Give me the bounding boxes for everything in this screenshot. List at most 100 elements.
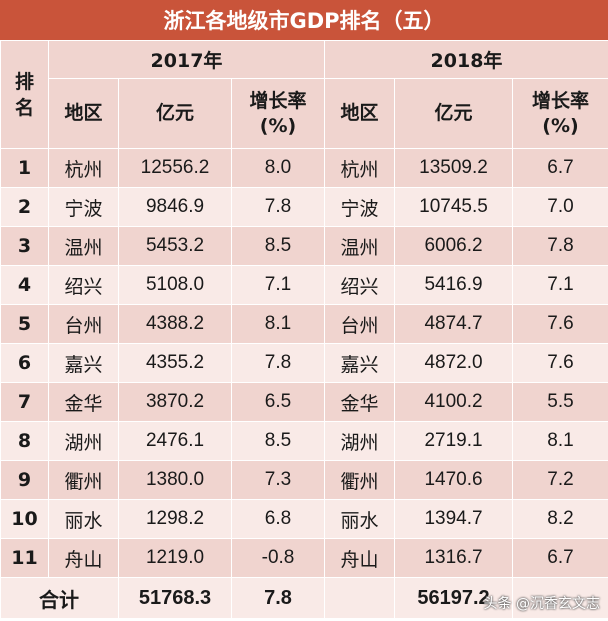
city-2017-cell: 绍兴: [48, 265, 119, 305]
gdp-table: 排 名 2017年 2018年 地区 亿元 增长率 (%) 地区 亿元 增长率 (%…: [0, 40, 608, 619]
city-2017-cell: 宁波: [48, 187, 119, 227]
growth-2018-cell: 7.8: [512, 226, 608, 266]
city-2018-cell: 丽水: [324, 499, 395, 539]
growth-2017-cell: 8.5: [231, 226, 325, 266]
city-2018-cell: 嘉兴: [324, 343, 395, 383]
rank-cell: 3: [0, 226, 49, 266]
rank-cell: 10: [0, 499, 49, 539]
rank-cell: 2: [0, 187, 49, 227]
growth-2018-cell: 7.6: [512, 304, 608, 344]
city-2018-cell: 绍兴: [324, 265, 395, 305]
table-row: 4 绍兴 5108.0 7.1 绍兴 5416.9 7.1: [0, 265, 608, 305]
gdp-2017-cell: 5453.2: [118, 226, 232, 266]
city-2017-cell: 衢州: [48, 460, 119, 500]
gdp-2017-cell: 4355.2: [118, 343, 232, 383]
gdp-2018-cell: 1316.7: [394, 538, 513, 578]
growth-2017-cell: 8.0: [231, 148, 325, 188]
city-2018-cell: 舟山: [324, 538, 395, 578]
city-2018-cell: 金华: [324, 382, 395, 422]
watermark: 头条 @沉香玄文志: [483, 596, 600, 612]
gdp-2017-cell: 5108.0: [118, 265, 232, 305]
growth-2017-cell: 7.1: [231, 265, 325, 305]
growth-2018-cell: 5.5: [512, 382, 608, 422]
growth-2018-cell: 7.2: [512, 460, 608, 500]
rank-header-char-1: 排: [14, 70, 34, 93]
growth-2017-cell: 7.8: [231, 343, 325, 383]
growth-2018-cell: 8.2: [512, 499, 608, 539]
city-2017-cell: 台州: [48, 304, 119, 344]
header-year-row: 排 名 2017年 2018年: [0, 40, 608, 149]
gdp-2018-cell: 1394.7: [394, 499, 513, 539]
rank-cell: 5: [0, 304, 49, 344]
growth-2018-cell: 7.6: [512, 343, 608, 383]
total-growth-2018-cell: [512, 577, 608, 619]
total-growth-2017-cell: 7.8: [231, 577, 325, 619]
region-header-2018: 地区: [324, 78, 395, 149]
gdp-2018-cell: 5416.9: [394, 265, 513, 305]
rank-cell: 9: [0, 460, 49, 500]
growth-2017-cell: 7.8: [231, 187, 325, 227]
rank-cell: 4: [0, 265, 49, 305]
growth-2017-cell: 7.3: [231, 460, 325, 500]
city-2017-cell: 舟山: [48, 538, 119, 578]
gdp-2017-cell: 1298.2: [118, 499, 232, 539]
city-2018-cell: 台州: [324, 304, 395, 344]
region-header-2017: 地区: [48, 78, 119, 149]
gdp-2017-cell: 1219.0: [118, 538, 232, 578]
city-2017-cell: 嘉兴: [48, 343, 119, 383]
gdp-2018-cell: 2719.1: [394, 421, 513, 461]
gdp-2017-cell: 2476.1: [118, 421, 232, 461]
growth-2018-cell: 6.7: [512, 148, 608, 188]
city-2017-cell: 温州: [48, 226, 119, 266]
gdp-2018-cell: 4874.7: [394, 304, 513, 344]
table-row: 3 温州 5453.2 8.5 温州 6006.2 7.8: [0, 226, 608, 266]
growth-2018-cell: 8.1: [512, 421, 608, 461]
total-gdp-2018-cell: 56197.2: [394, 577, 513, 619]
city-2018-cell: 衢州: [324, 460, 395, 500]
table-row: 11 舟山 1219.0 -0.8 舟山 1316.7 6.7: [0, 538, 608, 578]
year-2017-header: 2017年: [48, 40, 325, 79]
gdp-2018-cell: 1470.6: [394, 460, 513, 500]
rank-cell: 6: [0, 343, 49, 383]
gdp-header-2018: 亿元: [394, 78, 513, 149]
rank-header-char-2: 名: [14, 96, 34, 119]
city-2017-cell: 杭州: [48, 148, 119, 188]
growth-2017-cell: 8.5: [231, 421, 325, 461]
growth-2017-cell: 6.5: [231, 382, 325, 422]
city-2017-cell: 丽水: [48, 499, 119, 539]
gdp-2018-cell: 4100.2: [394, 382, 513, 422]
total-row: 合计 51768.3 7.8 56197.2: [0, 577, 608, 619]
table-row: 6 嘉兴 4355.2 7.8 嘉兴 4872.0 7.6: [0, 343, 608, 383]
growth-2017-cell: -0.8: [231, 538, 325, 578]
city-2018-cell: 湖州: [324, 421, 395, 461]
rank-cell: 8: [0, 421, 49, 461]
city-2017-cell: 湖州: [48, 421, 119, 461]
growth-2018-cell: 7.1: [512, 265, 608, 305]
table-row: 5 台州 4388.2 8.1 台州 4874.7 7.6: [0, 304, 608, 344]
table-row: 2 宁波 9846.9 7.8 宁波 10745.5 7.0: [0, 187, 608, 227]
gdp-2018-cell: 13509.2: [394, 148, 513, 188]
city-2018-cell: 宁波: [324, 187, 395, 227]
growth-2017-cell: 8.1: [231, 304, 325, 344]
rank-header: 排 名: [0, 40, 49, 149]
table-title: 浙江各地级市GDP排名（五）: [0, 0, 608, 40]
growth-2018-cell: 6.7: [512, 538, 608, 578]
table-row: 10 丽水 1298.2 6.8 丽水 1394.7 8.2: [0, 499, 608, 539]
gdp-2017-cell: 3870.2: [118, 382, 232, 422]
rank-cell: 11: [0, 538, 49, 578]
gdp-2018-cell: 10745.5: [394, 187, 513, 227]
growth-2017-cell: 6.8: [231, 499, 325, 539]
gdp-2017-cell: 1380.0: [118, 460, 232, 500]
city-2018-cell: 杭州: [324, 148, 395, 188]
city-2018-cell: 温州: [324, 226, 395, 266]
gdp-2017-cell: 9846.9: [118, 187, 232, 227]
total-gdp-2017-cell: 51768.3: [118, 577, 232, 619]
year-2018-header: 2018年: [324, 40, 608, 79]
growth-header-2017: 增长率 (%): [231, 78, 325, 149]
growth-header-2018: 增长率 (%): [512, 78, 608, 149]
table-row: 8 湖州 2476.1 8.5 湖州 2719.1 8.1: [0, 421, 608, 461]
gdp-2018-cell: 4872.0: [394, 343, 513, 383]
rank-cell: 1: [0, 148, 49, 188]
total-empty-cell: [324, 577, 395, 619]
